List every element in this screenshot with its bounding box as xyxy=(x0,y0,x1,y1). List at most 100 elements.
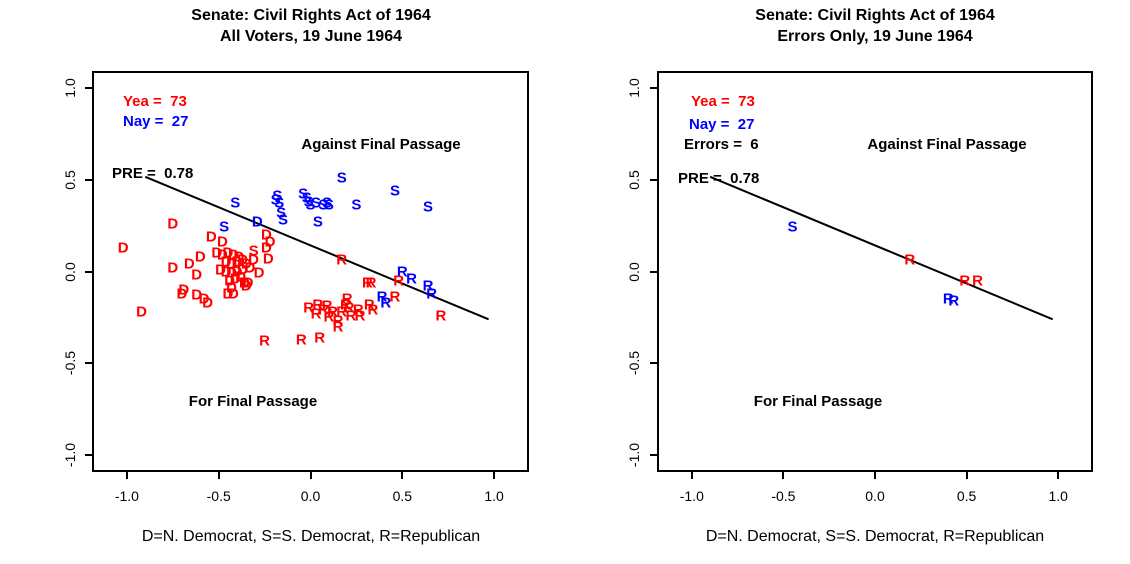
point-D-yea: D xyxy=(261,226,272,244)
point-D-yea: D xyxy=(231,253,243,271)
point-S-nay: S xyxy=(272,187,283,205)
point-R-yea: R xyxy=(389,288,401,306)
point-D-yea: D xyxy=(261,239,272,257)
right-y-axis-tick-label: -1.0 xyxy=(626,443,642,468)
left-yea-count-label: Yea = 73 xyxy=(123,93,187,110)
point-D-yea: D xyxy=(220,263,232,280)
point-D-yea: D xyxy=(220,253,232,271)
point-R-nay: R xyxy=(376,288,388,306)
right-for-final-passage-label: For Final Passage xyxy=(753,393,883,410)
point-D-yea: D xyxy=(238,274,250,292)
left-x-axis-tick-label: 1.0 xyxy=(484,488,504,504)
right-y-axis-tick xyxy=(650,178,657,181)
point-D-yea: D xyxy=(226,279,237,297)
point-D-yea: D xyxy=(215,261,226,279)
left-y-axis-tick-label: -0.5 xyxy=(62,351,78,376)
right-title-line1: Senate: Civil Rights Act of 1964 xyxy=(755,7,995,24)
right-x-axis-tick xyxy=(782,472,785,479)
right-x-axis-tick-label: -1.0 xyxy=(679,488,704,504)
point-S-nay: S xyxy=(422,198,434,216)
point-S-nay: S xyxy=(298,185,309,203)
point-D-yea: D xyxy=(253,264,265,282)
point-R-yea: R xyxy=(310,305,322,323)
point-S-nay: S xyxy=(301,189,312,207)
left-panel-title: Senate: Civil Rights Act of 1964 All Vot… xyxy=(191,5,430,47)
left-y-axis-tick-label: -1.0 xyxy=(62,443,78,468)
point-R-yea: R xyxy=(323,308,335,326)
right-y-axis-tick-label: 0.0 xyxy=(626,261,642,282)
left-title-line1: Senate: Civil Rights Act of 1964 xyxy=(191,7,431,24)
right-y-axis-tick-label: 1.0 xyxy=(626,77,642,98)
point-D-yea: D xyxy=(240,277,252,295)
right-y-axis-tick-label: -0.5 xyxy=(626,351,642,376)
point-R-yea: R xyxy=(367,301,379,319)
point-S-nay: S xyxy=(322,194,333,212)
point-D-yea: D xyxy=(229,270,241,288)
left-y-axis-tick xyxy=(85,178,92,181)
point-D-yea: D xyxy=(235,268,247,286)
left-for-final-passage-label: For Final Passage xyxy=(188,393,318,410)
point-S-nay: S xyxy=(351,196,362,214)
point-D-yea: D xyxy=(191,286,203,304)
point-S-nay: S xyxy=(787,218,798,236)
point-D-nay: D xyxy=(251,213,263,231)
right-y-axis-tick xyxy=(650,86,657,89)
left-x-axis-tick xyxy=(309,472,312,479)
point-R-yea: R xyxy=(959,272,971,290)
point-R-yea: R xyxy=(972,272,983,290)
right-panel-title: Senate: Civil Rights Act of 1964 Errors … xyxy=(755,5,994,47)
right-x-axis-tick-label: 0.5 xyxy=(956,488,977,504)
point-R-yea: R xyxy=(332,318,344,336)
point-S-nay: S xyxy=(270,191,281,209)
point-R-yea: R xyxy=(435,307,447,325)
left-y-axis-tick xyxy=(85,86,92,89)
point-D-yea: D xyxy=(211,244,223,262)
point-D-yea: D xyxy=(202,294,214,312)
left-x-axis-tick xyxy=(125,472,128,479)
point-R-yea: R xyxy=(259,332,271,350)
right-y-axis-tick xyxy=(650,454,657,457)
point-R-yea: R xyxy=(904,251,916,269)
point-R-yea: R xyxy=(341,290,353,308)
point-D-yea: D xyxy=(194,248,206,266)
right-x-axis-tick-label: -0.5 xyxy=(771,488,796,504)
right-x-axis-tick-label: 1.0 xyxy=(1048,488,1068,504)
right-x-axis-tick-label: 0.0 xyxy=(865,488,885,504)
point-R-nay: R xyxy=(396,263,408,280)
point-S-yea: S xyxy=(248,242,259,260)
point-D-yea: D xyxy=(222,285,234,303)
point-R-nay: R xyxy=(942,290,954,308)
point-D-yea: D xyxy=(227,246,239,264)
point-R-yea: R xyxy=(361,274,373,292)
point-S-nay: S xyxy=(303,193,314,211)
left-pre-label: PRE = 0.78 xyxy=(112,165,194,182)
right-x-axis-tick xyxy=(690,472,693,479)
point-D-yea: D xyxy=(167,215,179,233)
left-against-final-passage-label: Against Final Passage xyxy=(301,136,461,153)
point-D-yea: D xyxy=(216,233,228,251)
point-R-nay: R xyxy=(948,292,960,310)
point-D-yea: D xyxy=(242,274,254,292)
right-pre-label: PRE = 0.78 xyxy=(678,170,760,187)
left-y-axis-tick xyxy=(85,270,92,273)
point-D-yea: D xyxy=(231,263,243,280)
point-R-yea: R xyxy=(336,251,348,269)
point-R-yea: R xyxy=(314,329,326,347)
point-R-yea: R xyxy=(352,301,364,319)
point-D-yea: D xyxy=(198,290,210,308)
left-y-axis-tick xyxy=(85,454,92,457)
right-x-axis-tick xyxy=(965,472,968,479)
point-R-yea: R xyxy=(312,296,324,314)
point-D-yea: D xyxy=(205,228,217,246)
point-S-nay: S xyxy=(277,211,288,229)
point-R-yea: R xyxy=(339,296,351,314)
left-y-axis-tick xyxy=(85,362,92,365)
point-S-nay: S xyxy=(274,194,285,212)
left-x-axis-tick-label: -0.5 xyxy=(206,488,231,504)
point-D-yea: D xyxy=(240,255,252,273)
point-D-yea: D xyxy=(244,259,256,277)
left-x-axis-tick xyxy=(401,472,404,479)
left-x-axis-tick xyxy=(493,472,496,479)
left-plot-box xyxy=(92,71,529,472)
point-S-nay: S xyxy=(312,213,323,231)
